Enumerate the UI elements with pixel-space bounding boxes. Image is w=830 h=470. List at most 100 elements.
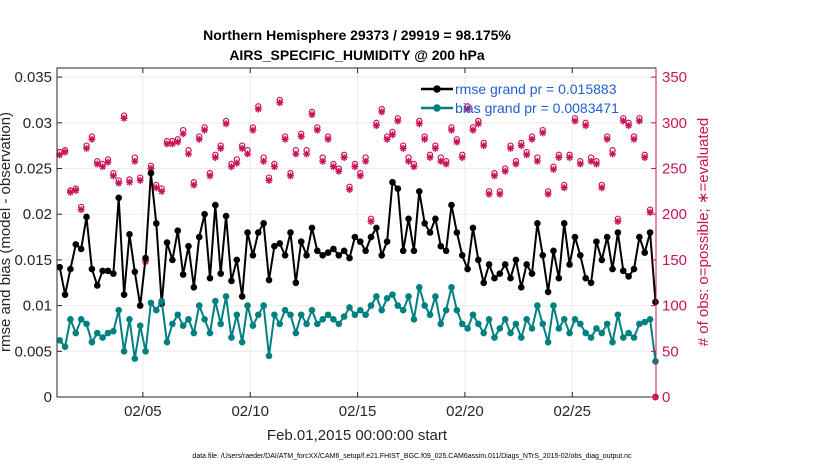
obs-evaluated-marker	[233, 159, 241, 167]
series-point-rmse	[179, 271, 187, 278]
obs-evaluated-stroke	[164, 140, 171, 147]
series-point-bias	[432, 293, 439, 300]
series-point-rmse	[464, 265, 471, 273]
series-point-bias	[523, 316, 530, 323]
series-point-bias	[260, 302, 267, 309]
obs-evaluated-marker	[539, 129, 547, 137]
obs-evaluated-marker	[523, 151, 531, 159]
series-point-rmse	[303, 252, 310, 259]
obs-evaluated-stroke	[121, 115, 128, 122]
series-point-rmse	[169, 256, 176, 264]
series-point-rmse	[217, 270, 225, 277]
series-point-rmse	[496, 270, 504, 277]
series-point-bias	[147, 299, 155, 307]
series-point-bias	[195, 302, 203, 309]
obs-evaluated-marker	[244, 150, 252, 158]
obs-evaluated-stroke	[427, 154, 434, 161]
series-point-bias	[453, 306, 461, 314]
series-point-bias	[517, 334, 525, 341]
obs-evaluated-marker	[555, 154, 563, 162]
series-point-bias	[88, 338, 96, 346]
obs-evaluated-marker	[120, 114, 128, 122]
obs-evaluated-stroke	[190, 181, 197, 188]
series-point-bias	[577, 320, 584, 328]
obs-evaluated-stroke	[367, 218, 374, 225]
series-point-bias	[399, 306, 407, 314]
obs-evaluated-marker	[619, 117, 627, 125]
series-point-bias	[297, 311, 305, 319]
series-point-bias	[373, 293, 380, 300]
series-point-bias	[603, 320, 611, 328]
y-axis-label: rmse and bias (model - observation)	[0, 112, 14, 352]
series-point-bias	[287, 311, 294, 319]
series-point-bias	[619, 334, 627, 341]
obs-evaluated-stroke	[266, 177, 273, 184]
obs-evaluated-marker	[270, 163, 278, 171]
obs-evaluated-stroke	[217, 145, 224, 152]
series-point-rmse	[163, 239, 171, 246]
obs-evaluated-stroke	[212, 154, 219, 161]
obs-evaluated-stroke	[319, 158, 326, 165]
obs-evaluated-stroke	[351, 163, 358, 170]
series-point-bias	[163, 338, 171, 346]
x-tick-label: 02/15	[339, 403, 377, 420]
obs-evaluated-marker	[281, 135, 289, 143]
obs-evaluated-stroke	[244, 150, 251, 157]
obs-evaluated-stroke	[614, 218, 621, 225]
obs-evaluated-stroke	[196, 136, 203, 143]
obs-evaluated-stroke	[502, 168, 509, 175]
obs-evaluated-marker	[625, 122, 633, 130]
y2-tick-label: 300	[662, 115, 687, 132]
obs-evaluated-stroke	[362, 158, 369, 165]
series-point-bias	[442, 306, 450, 314]
obs-evaluated-stroke	[201, 127, 208, 134]
series-point-rmse	[93, 282, 101, 289]
series-point-bias	[271, 311, 278, 319]
obs-evaluated-stroke	[131, 158, 138, 165]
y-axis-ticks: 0 0.005 0.01 0.015 0.02 0.025 0.03 0.035	[14, 69, 62, 406]
series-point-bias	[281, 306, 289, 314]
obs-evaluated-stroke	[432, 145, 439, 152]
series-point-rmse	[152, 220, 160, 227]
series-point-rmse	[475, 256, 482, 264]
series-point-rmse	[233, 256, 241, 264]
obs-evaluated-marker	[544, 190, 552, 198]
obs-evaluated-stroke	[72, 187, 79, 194]
obs-evaluated-marker	[190, 181, 198, 189]
series-point-rmse	[83, 213, 90, 221]
series-point-bias	[383, 295, 391, 302]
series-point-bias	[254, 311, 262, 319]
obs-evaluated-stroke	[486, 191, 493, 198]
obs-evaluated-stroke	[582, 122, 589, 129]
obs-evaluated-stroke	[389, 131, 396, 138]
obs-evaluated-stroke	[147, 165, 154, 172]
series-point-bias	[614, 311, 622, 319]
series-point-rmse	[142, 254, 149, 262]
obs-evaluated-marker	[356, 172, 364, 180]
obs-evaluated-marker	[383, 135, 391, 143]
y2-axis-label: # of obs: o=possible; ∗=evaluated	[695, 118, 712, 347]
series-point-rmse	[625, 273, 632, 280]
series-point-bias	[115, 306, 123, 314]
obs-evaluated-marker	[77, 206, 85, 214]
x-axis-ticks: 02/05 02/10 02/15 02/20 02/25	[124, 68, 591, 420]
series-point-rmse	[523, 261, 530, 268]
obs-evaluated-marker	[388, 131, 396, 139]
series-point-bias	[507, 329, 514, 337]
series-point-rmse	[437, 242, 445, 250]
obs-evaluated-marker	[131, 157, 139, 165]
obs-evaluated-stroke	[115, 180, 122, 187]
series-point-rmse	[104, 267, 112, 275]
obs-evaluated-marker	[394, 117, 402, 125]
series-point-bias	[308, 306, 316, 314]
series-point-rmse	[641, 249, 649, 256]
series-point-rmse	[448, 201, 455, 209]
obs-evaluated-stroke	[529, 136, 536, 143]
series-point-rmse	[249, 252, 257, 259]
series-point-bias	[534, 302, 541, 309]
obs-evaluated-stroke	[287, 172, 294, 179]
obs-evaluated-marker	[442, 160, 450, 168]
obs-evaluated-stroke	[206, 172, 213, 179]
series-point-rmse	[314, 247, 321, 255]
obs-evaluated-marker	[474, 120, 482, 128]
